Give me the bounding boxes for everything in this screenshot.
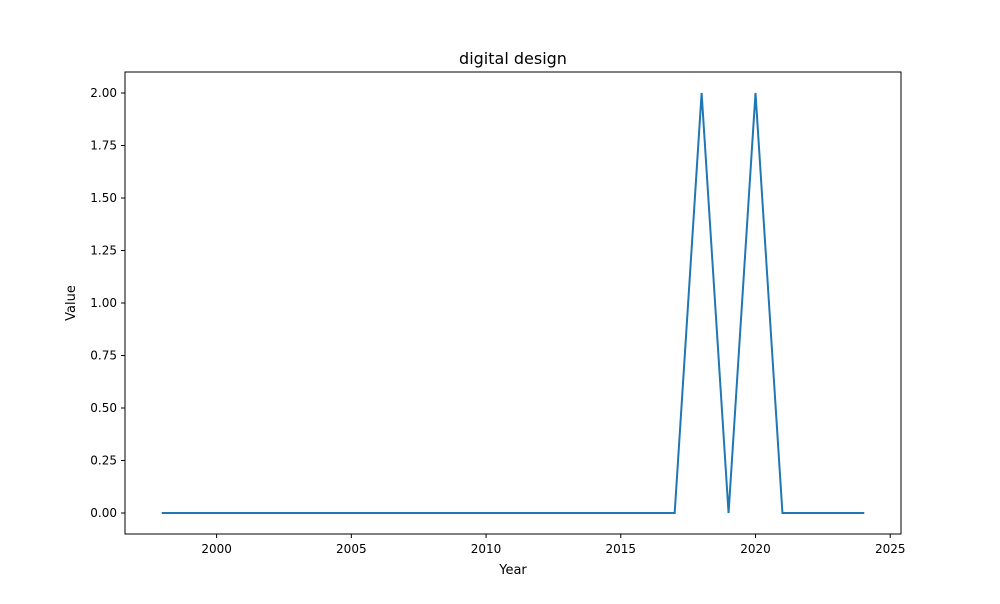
series-layer: [161, 92, 865, 514]
x-tick-label: 2005: [336, 542, 367, 556]
y-tick-label: 0.00: [90, 506, 117, 520]
y-tick-label: 1.25: [90, 244, 117, 258]
x-tick-label: 2015: [606, 542, 637, 556]
x-tick-label: 2020: [740, 542, 771, 556]
y-tick-label: 0.25: [90, 454, 117, 468]
y-tick-label: 1.50: [90, 191, 117, 205]
series-line-0: [161, 92, 865, 514]
chart-title: digital design: [459, 49, 567, 68]
y-tick-label: 2.00: [90, 86, 117, 100]
y-axis-ticks: 0.00 0.25 0.50 0.75 1.00 1.25 1.50 1.75 2.00: [90, 86, 125, 520]
x-axis-label: Year: [498, 563, 527, 578]
y-axis-label: Value: [64, 285, 79, 321]
plot-area-frame: [124, 71, 902, 535]
x-axis-ticks: 2000 2005 2010 2015 2020 2025: [201, 534, 905, 556]
y-tick-label: 1.75: [90, 139, 117, 153]
x-tick-label: 2010: [471, 542, 502, 556]
x-tick-label: 2025: [875, 542, 906, 556]
y-tick-label: 0.50: [90, 401, 117, 415]
y-tick-label: 0.75: [90, 349, 117, 363]
x-tick-label: 2000: [201, 542, 232, 556]
y-tick-label: 1.00: [90, 296, 117, 310]
